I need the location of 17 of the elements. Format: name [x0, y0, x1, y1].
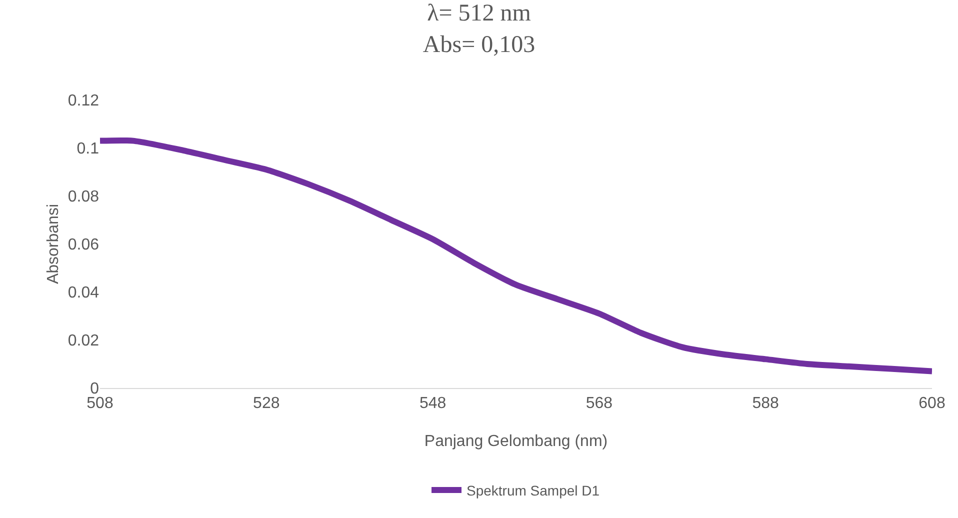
chart-title: λ= 512 nm Abs= 0,103 [422, 0, 536, 58]
y-tick-label: 0.12 [68, 92, 100, 110]
legend-label: Spektrum Sampel D1 [466, 482, 600, 498]
x-tick-label: 548 [419, 395, 446, 412]
x-tick-label: 568 [586, 395, 613, 412]
y-tick-label: 0.04 [68, 284, 100, 302]
y-tick-label: 0.1 [76, 140, 100, 158]
x-axis-title: Panjang Gelombang (nm) [424, 433, 608, 450]
y-tick-label: 0.02 [68, 332, 100, 350]
x-tick-label: 528 [253, 395, 280, 412]
x-tick-label: 588 [752, 395, 780, 412]
x-tick-label: 608 [918, 395, 946, 412]
x-tick-label: 508 [86, 395, 114, 412]
y-tick-label: 0.06 [68, 236, 100, 254]
y-axis-title: Absorbansi [45, 204, 62, 284]
y-tick-label: 0 [90, 380, 100, 398]
y-tick-label: 0.08 [68, 188, 100, 206]
